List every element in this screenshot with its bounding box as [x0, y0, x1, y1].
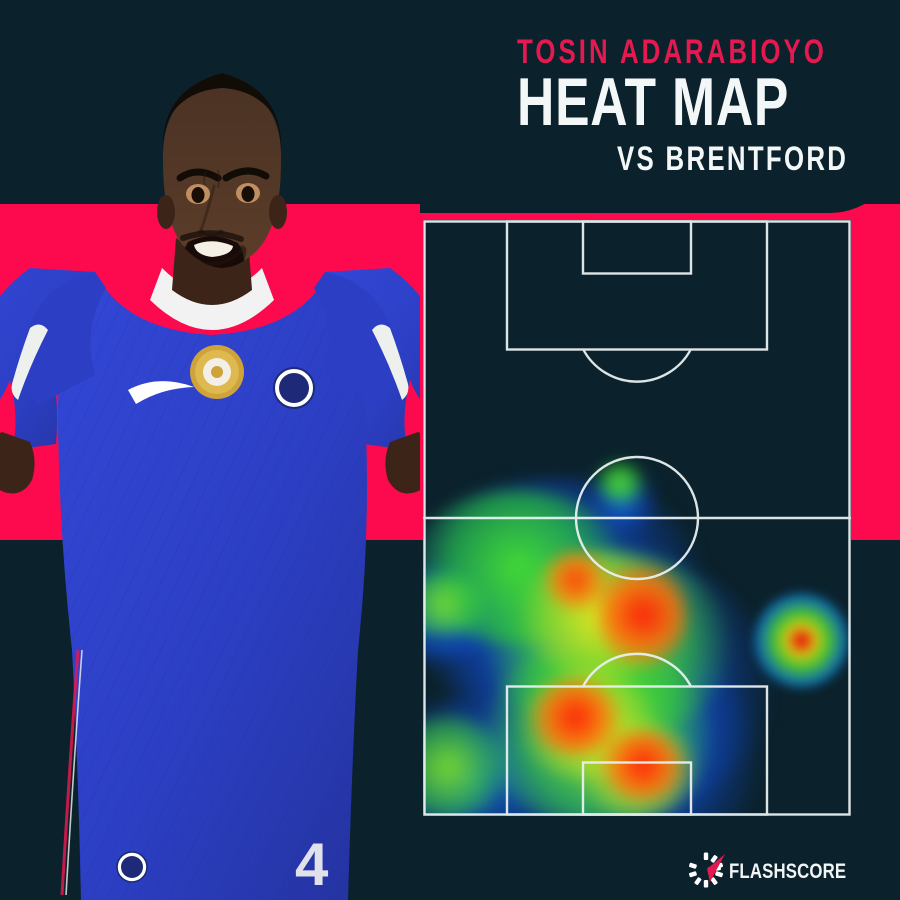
svg-text:FLASHSCORE: FLASHSCORE [729, 860, 846, 883]
svg-text:4: 4 [295, 831, 329, 898]
